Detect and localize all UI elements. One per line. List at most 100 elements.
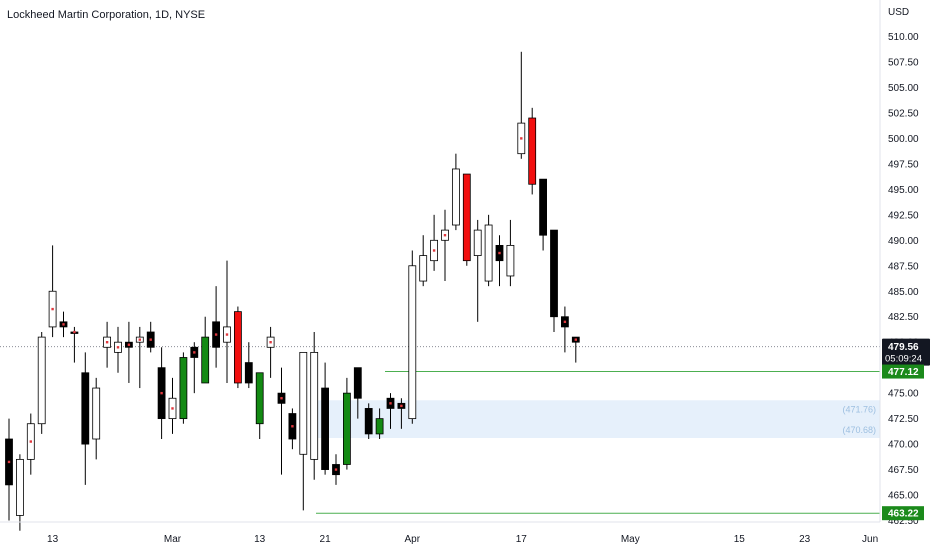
candle bbox=[92, 377, 101, 460]
candle-marker bbox=[269, 341, 272, 344]
candle bbox=[419, 235, 428, 287]
candle-body bbox=[310, 351, 319, 460]
candle bbox=[114, 326, 122, 373]
candle-body bbox=[342, 392, 351, 465]
currency-label: USD bbox=[888, 7, 909, 18]
y-tick-label: 462.50 bbox=[888, 516, 919, 527]
candle-marker bbox=[171, 407, 174, 410]
time-axis[interactable]: 13 Mar 13 21 Apr 17 May 15 23 Jun bbox=[0, 521, 880, 545]
candle bbox=[353, 367, 362, 419]
candle-body bbox=[473, 229, 482, 256]
x-tick-label: 17 bbox=[516, 534, 528, 545]
candle-body bbox=[550, 229, 558, 318]
candle bbox=[146, 321, 155, 353]
candle-body bbox=[201, 336, 210, 384]
candle-body bbox=[528, 117, 537, 185]
x-tick-label: 15 bbox=[734, 534, 746, 545]
x-tick-label: 21 bbox=[320, 534, 332, 545]
candle bbox=[190, 342, 199, 394]
candle bbox=[528, 107, 537, 195]
candle bbox=[135, 326, 144, 389]
upper-level-value: 477.12 bbox=[888, 367, 919, 378]
candle-body bbox=[539, 178, 547, 236]
candle-marker bbox=[225, 333, 229, 336]
candle bbox=[179, 352, 188, 424]
x-tick-label: Mar bbox=[164, 534, 182, 545]
candle bbox=[157, 347, 166, 440]
candle-body bbox=[92, 387, 101, 440]
candle-marker bbox=[62, 323, 65, 326]
candle bbox=[495, 235, 504, 287]
candle bbox=[375, 408, 384, 440]
candle-body bbox=[353, 367, 362, 399]
candle bbox=[321, 362, 330, 475]
candle bbox=[484, 214, 493, 287]
candle bbox=[5, 418, 13, 521]
candle-marker bbox=[389, 402, 392, 405]
candle-marker bbox=[160, 391, 163, 395]
candle bbox=[397, 398, 406, 429]
candle-body bbox=[255, 372, 264, 425]
candle bbox=[59, 311, 68, 338]
y-tick-label: 492.50 bbox=[888, 210, 919, 221]
candle bbox=[430, 214, 439, 271]
x-tick-label: 23 bbox=[799, 534, 811, 545]
lower-level-value: 463.22 bbox=[888, 509, 919, 520]
y-tick-label: 467.50 bbox=[888, 465, 919, 476]
y-tick-label: 475.00 bbox=[888, 389, 919, 400]
candle-body bbox=[179, 357, 188, 420]
candle-body bbox=[244, 362, 253, 384]
candle-marker bbox=[149, 338, 152, 341]
candle bbox=[223, 260, 231, 383]
y-tick-label: 507.50 bbox=[888, 57, 919, 68]
candle-body bbox=[408, 265, 417, 420]
candle bbox=[451, 153, 460, 231]
candle bbox=[266, 326, 275, 378]
y-tick-label: 510.00 bbox=[888, 32, 919, 43]
upper-level-badge bbox=[882, 364, 924, 379]
candle bbox=[408, 250, 417, 424]
candle bbox=[168, 377, 177, 434]
candle-marker bbox=[400, 404, 403, 408]
candle bbox=[299, 351, 308, 511]
candle bbox=[539, 178, 547, 251]
candle-marker bbox=[116, 346, 120, 349]
x-tick-label: 13 bbox=[47, 534, 59, 545]
y-tick-label: 472.50 bbox=[888, 414, 919, 425]
price-axis[interactable]: 510.00 507.50 505.00 502.50 500.00 497.50 495.… bbox=[879, 0, 932, 550]
y-tick-label: 490.00 bbox=[888, 236, 919, 247]
x-tick-label: May bbox=[621, 534, 640, 545]
candle-marker bbox=[280, 397, 283, 400]
candle-body bbox=[364, 408, 373, 435]
candle-marker bbox=[51, 307, 54, 311]
candle-marker bbox=[193, 351, 196, 354]
candle-marker bbox=[138, 338, 141, 341]
y-tick-label: 505.00 bbox=[888, 83, 919, 94]
x-tick-label: Apr bbox=[405, 534, 421, 545]
candle bbox=[517, 51, 526, 159]
candle-marker bbox=[443, 234, 447, 237]
chart-title: Lockheed Martin Corporation, 1D, NYSE bbox=[7, 9, 205, 21]
candle-marker bbox=[291, 425, 294, 428]
candle bbox=[332, 454, 340, 485]
y-tick-label: 495.00 bbox=[888, 185, 919, 196]
x-tick-label: 13 bbox=[254, 534, 266, 545]
candle bbox=[288, 408, 297, 450]
y-tick-label: 485.00 bbox=[888, 287, 919, 298]
y-tick-label: 502.50 bbox=[888, 108, 919, 119]
candle bbox=[310, 332, 319, 480]
zone-top-label: (471.76) bbox=[842, 404, 876, 414]
candle bbox=[473, 219, 482, 322]
candle bbox=[103, 321, 111, 368]
candle bbox=[255, 372, 264, 440]
current-price-value: 479.56 bbox=[888, 342, 919, 353]
candle bbox=[15, 454, 24, 531]
candle-body bbox=[37, 336, 46, 425]
candle bbox=[441, 209, 449, 282]
candle bbox=[342, 377, 351, 470]
candle-marker bbox=[498, 251, 501, 255]
candle bbox=[212, 286, 221, 368]
candle bbox=[364, 403, 373, 440]
